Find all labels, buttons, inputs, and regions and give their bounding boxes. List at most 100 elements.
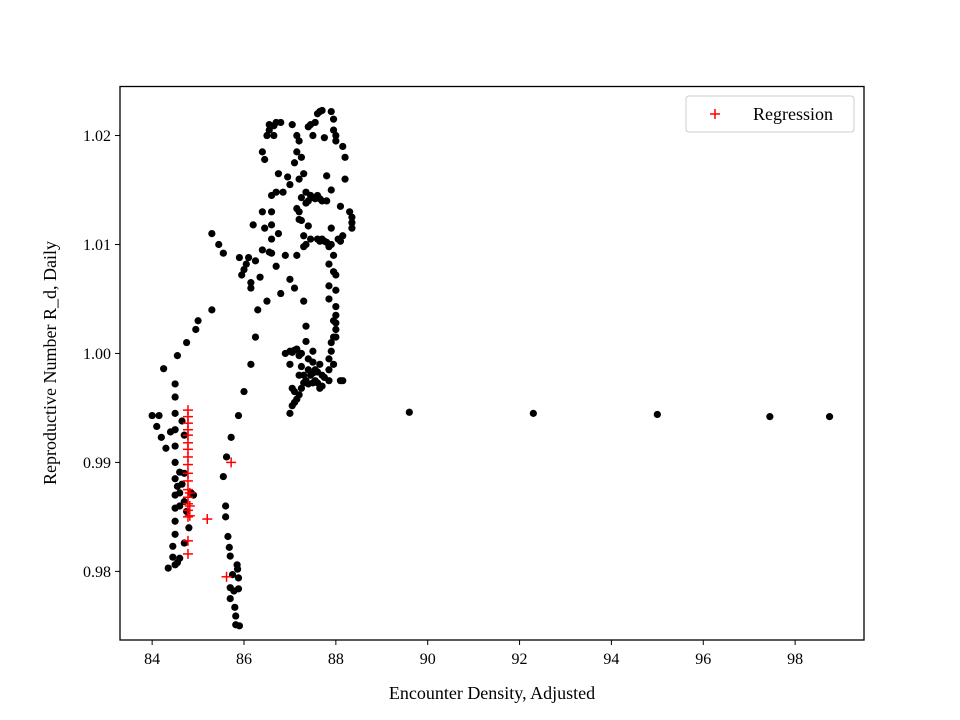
data-point	[219, 249, 227, 257]
data-point	[325, 366, 333, 374]
data-point	[208, 306, 216, 314]
data-point	[309, 347, 317, 355]
data-point	[244, 253, 253, 262]
data-point	[171, 458, 179, 467]
x-tick-label: 98	[787, 651, 803, 668]
data-point	[270, 131, 278, 140]
data-point	[286, 275, 294, 283]
data-point	[256, 273, 264, 281]
data-point	[295, 137, 303, 145]
regression-point	[184, 500, 195, 511]
data-point	[171, 426, 179, 434]
data-point	[235, 622, 244, 630]
data-point	[323, 172, 331, 180]
data-point	[332, 286, 340, 294]
data-point	[327, 186, 335, 194]
x-tick-label: 84	[144, 651, 160, 668]
data-point	[329, 251, 338, 259]
regression-point	[182, 459, 193, 470]
data-point	[171, 530, 179, 538]
data-point	[325, 295, 333, 303]
data-point	[300, 170, 308, 178]
data-point	[176, 502, 184, 510]
data-point	[261, 224, 269, 232]
regression-point	[182, 535, 193, 546]
data-point	[327, 338, 335, 347]
data-point	[293, 345, 301, 353]
data-point	[336, 237, 345, 245]
data-point	[162, 444, 170, 452]
data-point	[332, 319, 340, 327]
data-point	[295, 391, 303, 399]
data-point	[302, 322, 310, 330]
data-point	[288, 121, 296, 129]
data-point	[215, 240, 223, 249]
data-point	[277, 289, 285, 298]
data-point	[332, 325, 340, 334]
data-point	[157, 433, 165, 441]
data-point	[171, 409, 179, 417]
data-point	[295, 208, 303, 216]
data-point	[529, 409, 537, 417]
legend-marker-regression	[710, 109, 720, 119]
data-point	[277, 118, 285, 127]
data-point	[766, 413, 774, 421]
y-axis: 0.98 0.99 1.00 1.01 1.02	[83, 128, 120, 581]
data-point	[232, 612, 240, 620]
data-point	[251, 257, 260, 265]
data-point	[318, 106, 326, 115]
data-point	[222, 502, 230, 510]
y-tick-label: 0.99	[83, 455, 111, 472]
x-tick-label: 96	[695, 651, 711, 668]
data-point	[274, 170, 283, 178]
regression-point	[182, 475, 193, 486]
data-point	[233, 565, 242, 573]
data-point	[297, 216, 306, 225]
data-point	[286, 409, 294, 417]
data-point	[325, 260, 333, 268]
x-tick-label: 88	[328, 651, 344, 668]
data-point	[153, 422, 161, 431]
regression-point	[182, 548, 193, 559]
data-point	[226, 552, 234, 560]
data-point	[290, 159, 299, 167]
data-point	[309, 131, 317, 140]
data-point	[240, 265, 248, 274]
data-point	[405, 408, 413, 416]
regression-point	[202, 514, 213, 525]
data-point	[325, 377, 333, 385]
data-point	[234, 574, 243, 582]
data-point	[258, 148, 266, 156]
legend: Regression	[685, 95, 855, 133]
data-point	[332, 271, 340, 279]
data-point	[300, 232, 308, 240]
data-point	[274, 229, 283, 238]
data-point	[297, 384, 306, 392]
x-tick-label: 90	[420, 651, 436, 668]
data-point	[226, 594, 234, 603]
data-point	[316, 360, 324, 368]
data-point	[164, 564, 172, 572]
data-point	[341, 153, 349, 161]
legend-box	[685, 95, 855, 133]
data-point	[341, 175, 349, 183]
data-point	[272, 262, 280, 270]
regression-point	[182, 511, 193, 522]
data-point	[318, 382, 326, 390]
data-point	[272, 188, 280, 196]
data-point	[173, 352, 182, 360]
data-point	[309, 358, 317, 366]
data-point	[286, 360, 294, 368]
data-point	[304, 222, 312, 230]
data-point	[348, 219, 356, 227]
data-point	[339, 142, 347, 151]
data-point	[263, 131, 271, 140]
data-point	[185, 524, 193, 532]
data-point	[327, 240, 335, 249]
data-point	[171, 475, 179, 483]
data-point	[225, 543, 233, 551]
data-point	[171, 380, 179, 388]
data-point	[348, 213, 356, 221]
data-point	[176, 489, 184, 497]
data-point	[267, 208, 276, 216]
